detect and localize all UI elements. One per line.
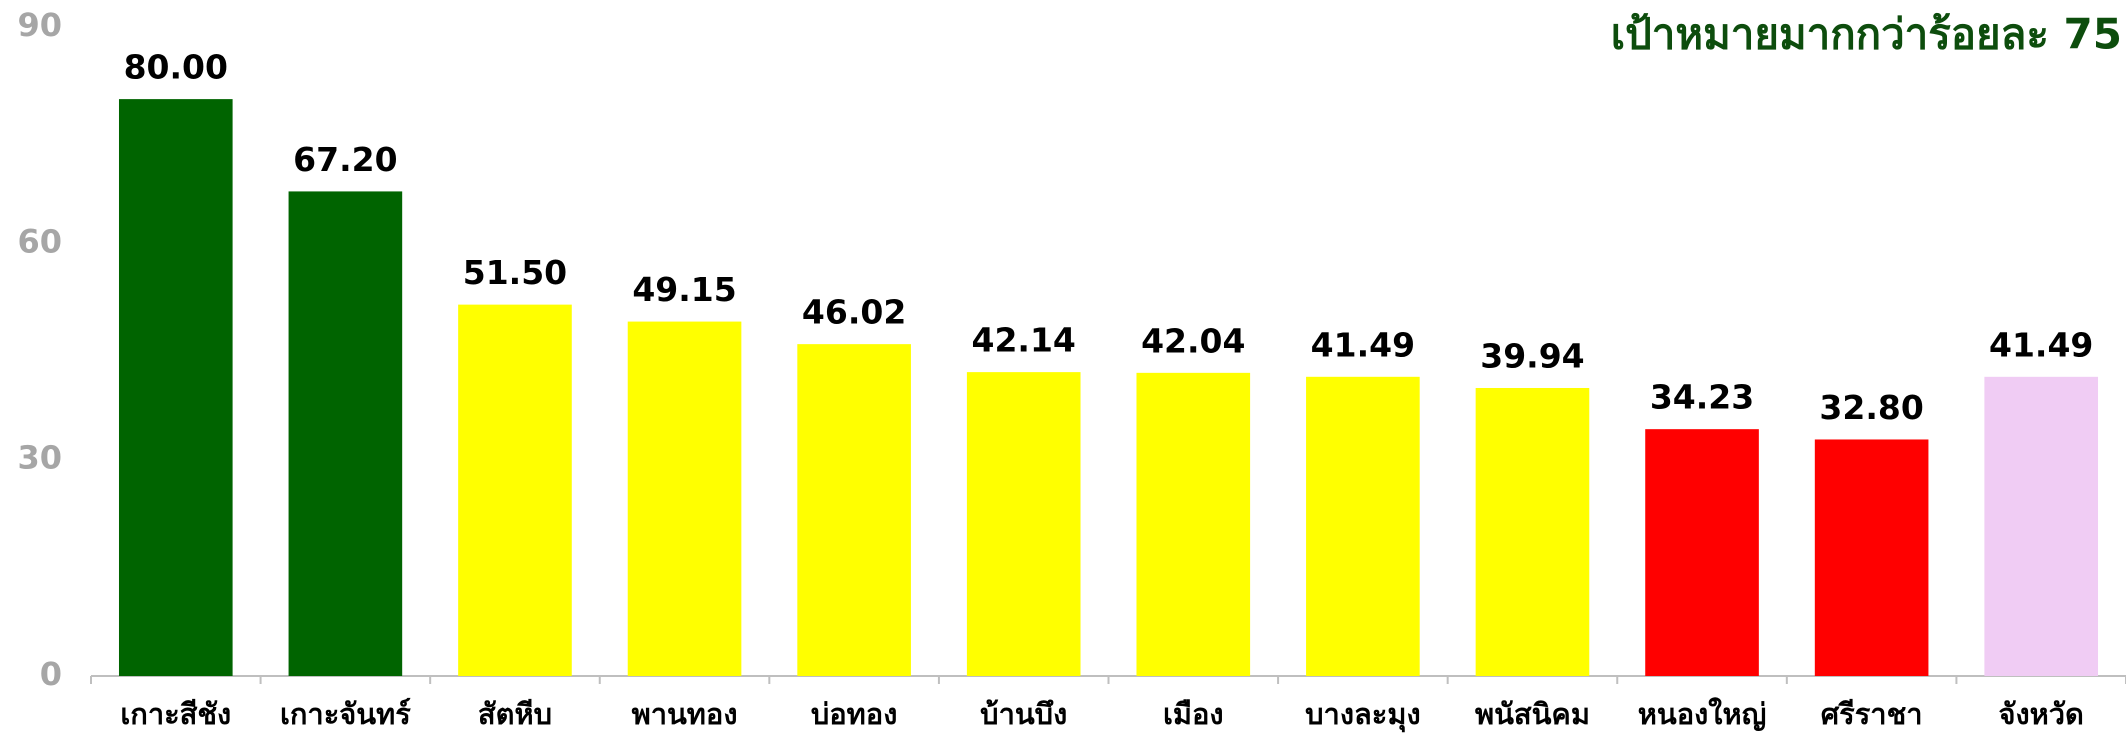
value-label: 41.49 xyxy=(1989,325,2093,364)
value-label: 34.23 xyxy=(1650,378,1754,417)
value-label: 32.80 xyxy=(1819,388,1923,427)
x-tick-label: สัตหีบ xyxy=(478,697,552,731)
y-tick-label: 60 xyxy=(17,222,62,260)
bar xyxy=(1306,376,1420,676)
bar xyxy=(288,191,403,676)
bar xyxy=(458,304,572,676)
x-tick-label: ศรีราชา xyxy=(1821,697,1923,731)
bar xyxy=(118,99,233,677)
value-label: 67.20 xyxy=(293,140,397,179)
x-tick-label: พนัสนิคม xyxy=(1475,697,1590,731)
x-tick-label: พานทอง xyxy=(632,697,738,731)
value-label: 46.02 xyxy=(802,293,906,332)
value-label: 41.49 xyxy=(1311,325,1415,364)
x-tick-label: เกาะจันทร์ xyxy=(280,697,411,731)
y-tick-label: 0 xyxy=(40,655,62,693)
x-tick-label: บ่อทอง xyxy=(811,697,898,731)
x-tick-label: บ้านบึง xyxy=(980,697,1067,731)
value-label: 42.04 xyxy=(1141,321,1245,360)
value-label: 39.94 xyxy=(1480,336,1584,375)
bar xyxy=(1136,372,1251,676)
bar xyxy=(627,321,742,676)
value-label: 49.15 xyxy=(632,270,736,309)
value-label: 51.50 xyxy=(463,253,567,292)
bar xyxy=(797,344,911,676)
x-tick-label: จังหวัด xyxy=(1999,697,2084,731)
chart-title: เป้าหมายมากกว่าร้อยละ 75 xyxy=(1611,10,2122,59)
y-tick-label: 30 xyxy=(17,439,62,477)
bar xyxy=(966,372,1081,676)
value-label: 80.00 xyxy=(124,48,228,87)
x-tick-label: เมือง xyxy=(1163,697,1224,731)
x-tick-label: บางละมุง xyxy=(1305,697,1420,732)
bar xyxy=(1814,439,1929,676)
y-tick-label: 90 xyxy=(17,6,62,44)
bar xyxy=(1475,387,1590,676)
bar xyxy=(1984,376,2099,676)
value-label: 42.14 xyxy=(972,321,1076,360)
x-tick-label: หนองใหญ่ xyxy=(1638,697,1767,732)
bar xyxy=(1645,429,1759,676)
x-tick-label: เกาะสีชัง xyxy=(120,697,231,731)
